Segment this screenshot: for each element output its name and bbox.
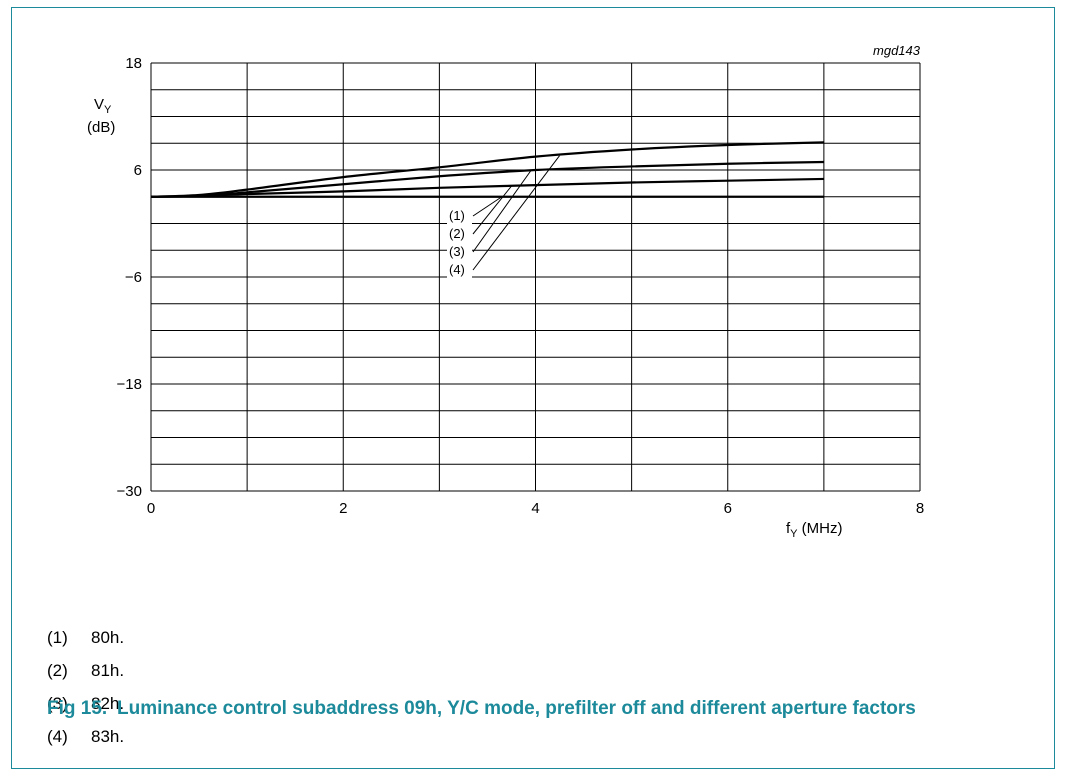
series-line [150,160,824,198]
legend-key: (2) [47,661,68,680]
legend-text: 80h. [91,628,125,647]
legend-item: (4) 83h. [47,727,124,749]
legend-item: (3) 82h. [47,694,124,716]
callout-background [447,262,472,278]
figure-caption: Fig 15. Luminance control subaddress 09h… [47,696,1037,721]
y-axis-unit: (dB) [87,119,115,136]
legend-key: (3) [47,694,68,713]
legend-text: 83h. [91,727,125,746]
legend-text: 82h. [91,694,125,713]
x-axis-label: fY (MHz) [786,520,843,540]
callout-label: (3) [449,244,465,259]
callout-leader [472,155,560,271]
callout-leader [472,196,503,217]
callout-background [447,208,472,224]
x-tick-label: 8 [916,500,924,517]
chart: 18 6 −6 −18 −30 0 2 4 6 8 VY (dB) fY (MHz) mgd143 (1) (… [87,43,924,540]
legend-text: 81h. [91,661,125,680]
y-axis-label: VY [94,96,112,116]
callout-label: (1) [449,208,465,223]
x-tick-label: 4 [531,500,539,517]
y-tick-label: −18 [117,376,142,393]
legend-item: (2) 81h. [47,661,124,683]
x-tick-label: 0 [147,500,155,517]
callout-label: (2) [449,226,465,241]
callout-leader [472,170,532,253]
legend-key: (4) [47,727,68,746]
series-line [150,177,824,198]
figure-frame: 18 6 −6 −18 −30 0 2 4 6 8 VY (dB) fY (MHz) mgd143 (1)(… [11,7,1055,769]
figure-number: Fig 15. [47,698,108,719]
callout-leader [472,185,512,235]
figure-title: Luminance control subaddress 09h, Y/C mo… [117,698,916,719]
figure-annotation: mgd143 [873,43,921,58]
callout-background [447,226,472,242]
x-tick-label: 2 [339,500,347,517]
y-tick-label: −6 [125,269,142,286]
y-tick-label: 6 [134,162,142,179]
series-line [150,141,824,198]
callout-background [447,244,472,260]
legend-item: (1) 80h. [47,628,124,650]
y-tick-label: −30 [117,483,142,500]
y-tick-label: 18 [125,55,142,72]
x-tick-label: 6 [724,500,732,517]
callout-label: (4) [449,262,465,277]
legend-key: (1) [47,628,68,647]
